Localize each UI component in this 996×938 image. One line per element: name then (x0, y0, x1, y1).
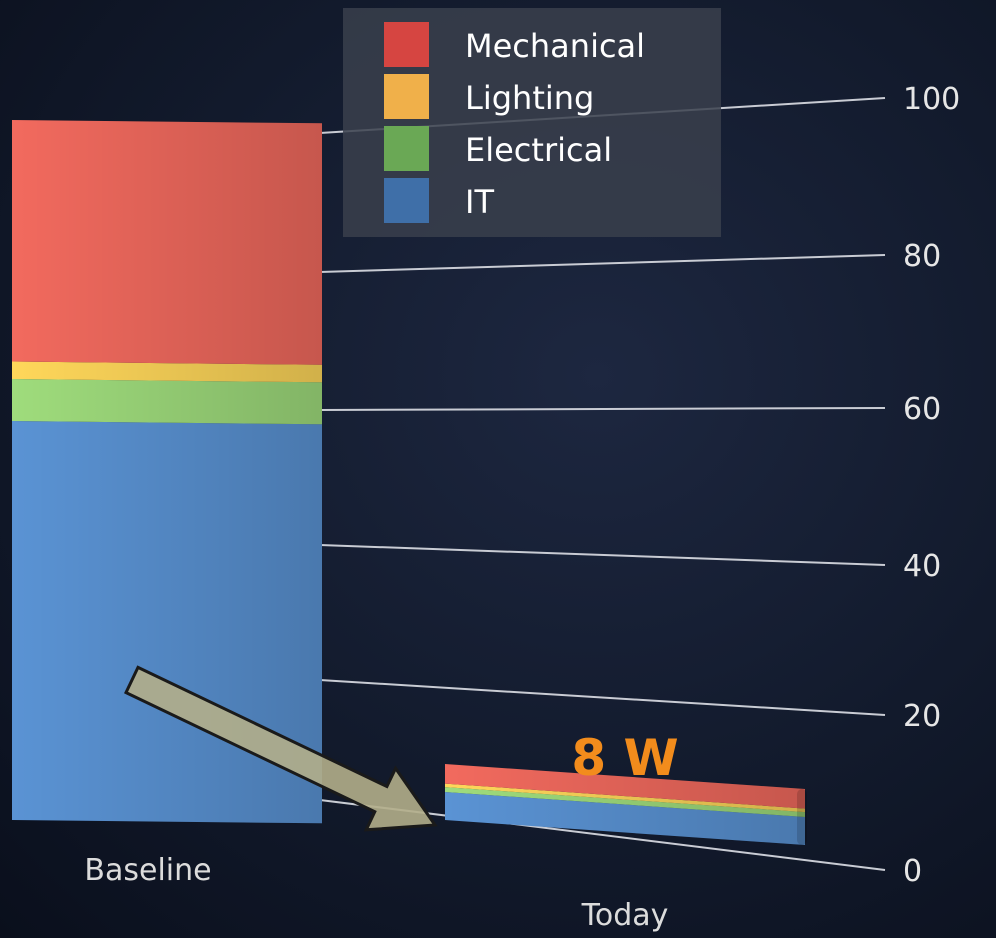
annotation-label: 8 W (571, 729, 678, 787)
y-tick-label: 60 (903, 392, 941, 427)
arrow-shape (124, 665, 438, 832)
bar-segment-shade (445, 764, 805, 809)
y-tick-label: 20 (903, 699, 941, 734)
legend-swatch (384, 126, 429, 171)
gridline (319, 679, 886, 716)
bar-segment-shade (12, 120, 322, 365)
legend-label: Electrical (465, 131, 612, 169)
y-tick-label: 0 (903, 854, 922, 889)
legend-label: Mechanical (465, 27, 645, 65)
bar-segment-shade (445, 783, 805, 813)
gridline (319, 407, 886, 411)
bar-segment-shade (445, 792, 805, 845)
category-label: Baseline (84, 853, 211, 888)
bars (12, 120, 807, 845)
bar-segment-shade (12, 379, 322, 425)
category-label: Today (581, 898, 669, 933)
y-tick-label: 80 (903, 239, 941, 274)
legend-label: IT (465, 183, 494, 221)
legend-swatch (384, 74, 429, 119)
bar-segment-shade (12, 361, 322, 383)
legend: Mechanical Lighting Electrical IT (343, 8, 721, 237)
legend-swatch (384, 178, 429, 223)
legend-label: Lighting (465, 79, 594, 117)
y-tick-labels: 0 20 40 60 80 100 (903, 82, 960, 889)
gridline (319, 544, 886, 566)
y-tick-label: 100 (903, 82, 960, 117)
bar-segment-shade (445, 787, 805, 817)
category-labels: Baseline Today (84, 853, 668, 933)
gridline (319, 254, 886, 273)
legend-swatch (384, 22, 429, 67)
arrow (124, 665, 438, 832)
bar-cap (797, 789, 807, 845)
y-tick-label: 40 (903, 549, 941, 584)
